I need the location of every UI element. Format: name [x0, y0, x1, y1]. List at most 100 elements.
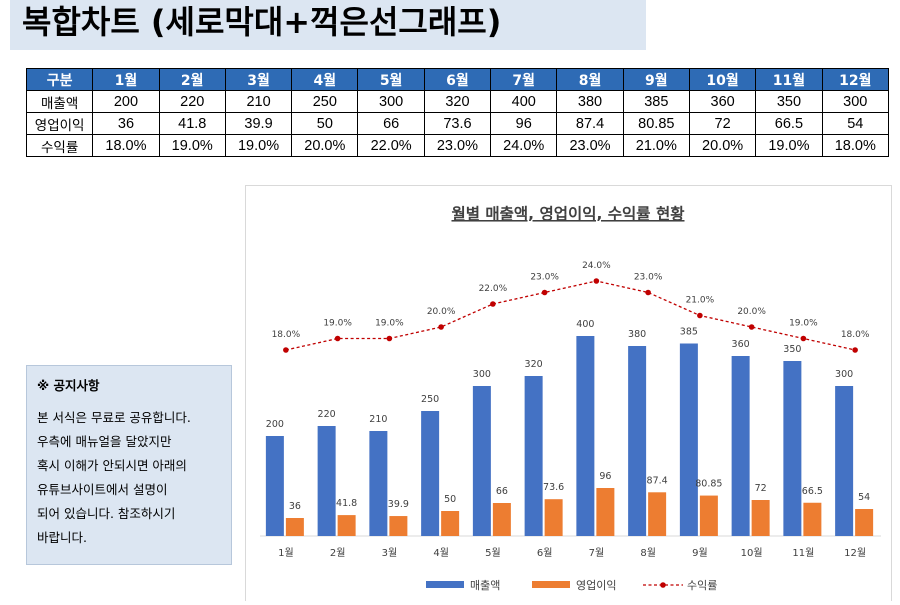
data-label: 380 [628, 329, 646, 340]
data-label: 96 [599, 471, 611, 482]
table-cell: 385 [622, 90, 690, 113]
bar-operating-profit [596, 488, 615, 536]
notice-line: 바랍니다. [37, 530, 87, 545]
table-cell: 41.8 [158, 112, 226, 135]
table-header-cell: 4월 [291, 68, 359, 91]
bar-revenue [783, 361, 802, 536]
data-label: 250 [421, 394, 439, 405]
chart-title: 월별 매출액, 영업이익, 수익률 현황 [451, 204, 684, 223]
table-cell: 21.0% [622, 134, 690, 157]
x-tick-label: 8월 [640, 547, 656, 559]
data-label: 220 [318, 409, 336, 420]
table-row-margin: 수익률 18.0% 19.0% 19.0% 20.0% 22.0% 23.0% … [25, 134, 890, 157]
bar-operating-profit [751, 500, 770, 536]
table-cell: 36 [92, 112, 160, 135]
data-label: 200 [266, 419, 284, 430]
x-tick-label: 4월 [433, 547, 449, 559]
table-cell: 80.85 [622, 112, 690, 135]
x-tick-label: 9월 [692, 547, 708, 559]
x-tick-label: 6월 [537, 547, 553, 559]
data-label: 66.5 [802, 486, 823, 497]
table-cell: 66 [357, 112, 425, 135]
table-cell: 72 [688, 112, 757, 135]
x-tick-label: 3월 [382, 547, 398, 559]
bar-operating-profit [337, 515, 356, 536]
margin-label: 22.0% [479, 284, 508, 294]
bar-revenue [576, 336, 595, 536]
table-header-row: 구분 1월 2월 3월 4월 5월 6월 7월 8월 9월 10월 11월 12… [25, 68, 890, 91]
bar-operating-profit [492, 503, 511, 536]
table-cell: 66.5 [755, 112, 823, 135]
legend-marker [660, 582, 666, 588]
bar-revenue [369, 431, 388, 536]
bar-revenue [731, 356, 750, 536]
margin-point [438, 324, 444, 330]
bar-revenue [679, 343, 698, 536]
data-label: 300 [835, 369, 853, 380]
bar-revenue [472, 386, 491, 536]
data-label: 300 [473, 369, 491, 380]
table-cell: 19.0% [755, 134, 823, 157]
x-tick-label: 2월 [330, 547, 346, 559]
legend-swatch [532, 581, 570, 588]
table-cell: 73.6 [423, 112, 492, 135]
table-cell: 300 [357, 90, 425, 113]
table-header-cell: 1월 [92, 68, 160, 91]
x-tick-label: 1월 [278, 547, 294, 559]
table-cell: 300 [821, 90, 890, 113]
table-cell: 20.0% [291, 134, 359, 157]
table-cell: 96 [490, 112, 558, 135]
margin-label: 21.0% [686, 296, 715, 306]
data-label: 39.9 [388, 499, 409, 510]
table-header-cell: 7월 [490, 68, 558, 91]
margin-label: 19.0% [323, 319, 352, 329]
table-cell: 200 [92, 90, 160, 113]
margin-point [748, 324, 755, 330]
table-cell: 320 [423, 90, 492, 113]
data-table: 구분 1월 2월 3월 4월 5월 6월 7월 8월 9월 10월 11월 12… [25, 68, 890, 157]
table-cell: 54 [821, 112, 890, 135]
notice-box: ※ 공지사항 본 서식은 무료로 공유합니다. 우측에 매뉴얼을 달았지만 혹시… [26, 365, 232, 565]
legend-label: 매출액 [470, 579, 500, 592]
data-label: 87.4 [647, 475, 668, 486]
notice-line: 우측에 매뉴얼을 달았지만 [37, 434, 172, 449]
table-cell: 23.0% [556, 134, 624, 157]
notice-line: 본 서식은 무료로 공유합니다. [37, 410, 191, 425]
table-row-label: 수익률 [25, 134, 94, 157]
data-label: 350 [783, 344, 801, 355]
table-cell: 20.0% [688, 134, 757, 157]
table-cell: 39.9 [224, 112, 293, 135]
bar-operating-profit [803, 502, 822, 536]
data-label: 73.6 [543, 482, 564, 493]
table-cell: 210 [224, 90, 293, 113]
x-tick-label: 10월 [741, 547, 763, 559]
margin-point [490, 301, 496, 307]
bar-operating-profit [855, 509, 874, 536]
bar-revenue [628, 346, 647, 536]
table-cell: 220 [158, 90, 226, 113]
margin-point [593, 278, 600, 284]
bar-operating-profit [389, 516, 408, 536]
margin-point [334, 335, 341, 342]
data-label: 80.85 [695, 479, 722, 490]
page-title: 복합차트 (세로막대+꺽은선그래프) [22, 3, 502, 41]
table-cell: 350 [755, 90, 823, 113]
margin-label: 18.0% [841, 330, 870, 340]
x-tick-label: 5월 [485, 547, 501, 559]
margin-label: 20.0% [737, 307, 766, 317]
x-tick-label: 12월 [844, 547, 866, 559]
notice-title: ※ 공지사항 [37, 378, 100, 393]
margin-label: 18.0% [272, 330, 301, 340]
table-header-cell: 3월 [224, 68, 293, 91]
data-label: 66 [496, 486, 508, 497]
table-row-label: 매출액 [25, 90, 94, 113]
legend-label: 수익률 [687, 579, 717, 592]
table-header-cell: 9월 [622, 68, 690, 91]
legend-swatch [426, 581, 464, 588]
data-label: 41.8 [336, 498, 357, 509]
bar-revenue [421, 411, 440, 536]
margin-line [285, 280, 856, 351]
bar-revenue [524, 376, 543, 536]
data-label: 54 [858, 492, 870, 503]
bar-operating-profit [699, 495, 718, 536]
